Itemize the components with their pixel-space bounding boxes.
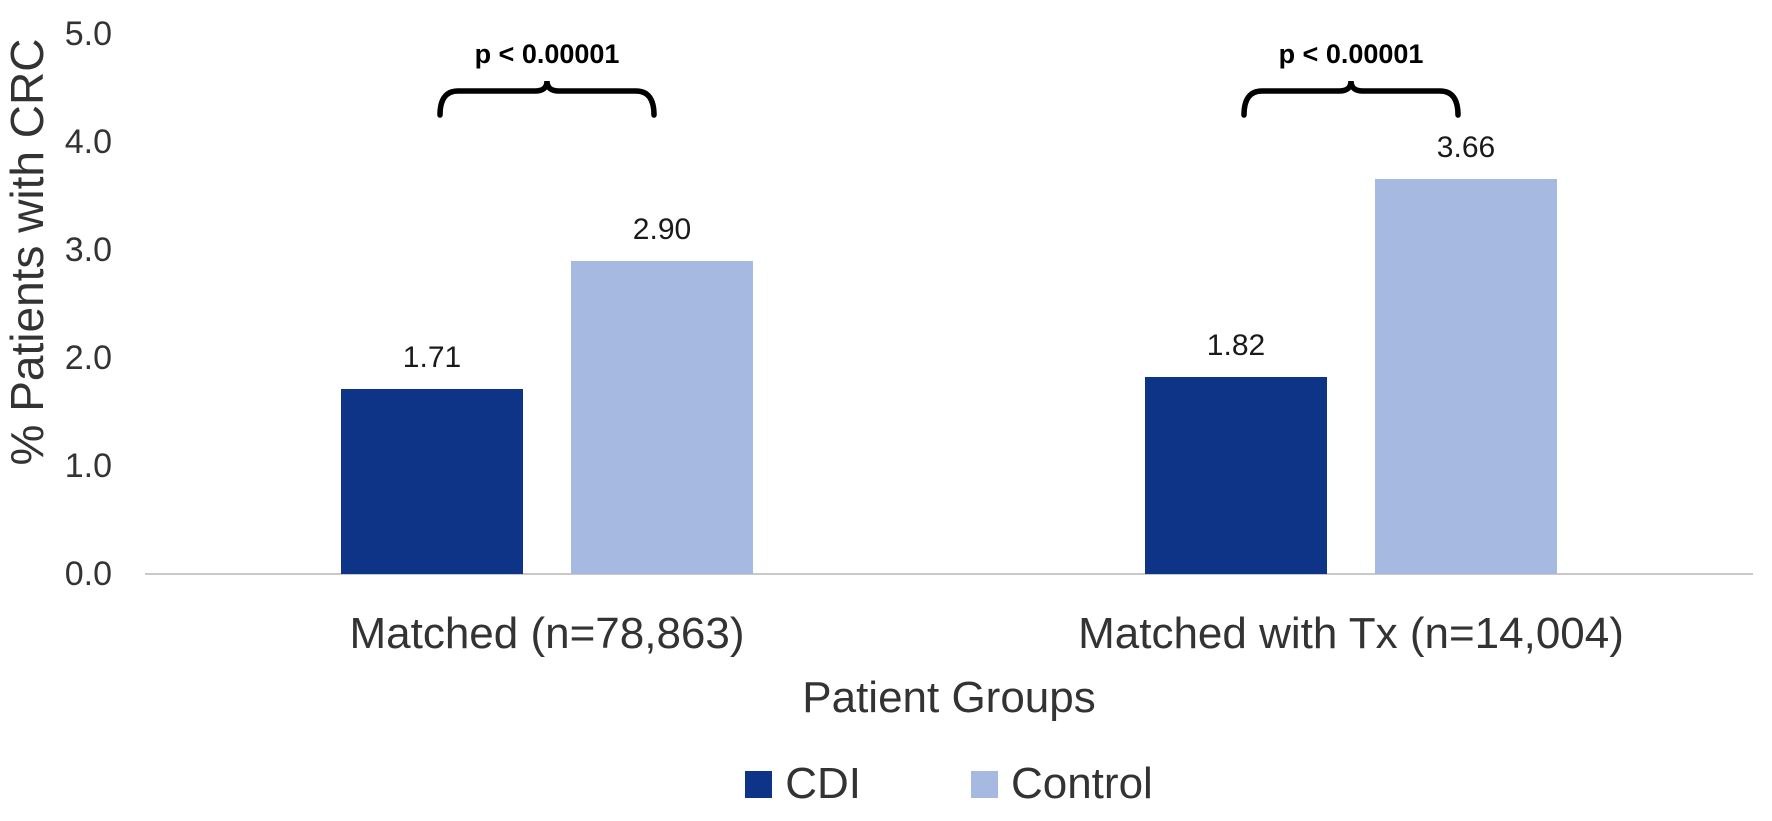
bar-value-label: 1.82: [1206, 329, 1266, 363]
significance-bracket: [1240, 78, 1462, 118]
legend-item-control: Control: [970, 759, 1153, 808]
bar-value-label: 3.66: [1436, 130, 1496, 164]
legend: CDI Control: [145, 758, 1753, 810]
significance-bracket: [436, 78, 658, 118]
p-value-label: p < 0.00001: [1278, 39, 1424, 69]
y-tick-label: 5.0: [64, 15, 112, 53]
legend-label-control: Control: [1010, 759, 1153, 808]
x-axis-title: Patient Groups: [802, 673, 1096, 722]
y-tick-label: 2.0: [64, 339, 112, 377]
category-label-0: Matched (n=78,863): [349, 609, 745, 658]
x-axis-line: [145, 573, 1753, 575]
p-value-label: p < 0.00001: [474, 39, 620, 69]
y-tick-label: 0.0: [64, 555, 112, 593]
bar-value-label: 2.90: [632, 212, 692, 246]
bar-control-1: [1375, 178, 1557, 574]
legend-swatch-cdi: [745, 770, 773, 798]
bar-cdi-0: [341, 389, 523, 574]
legend-swatch-control: [970, 770, 998, 798]
bar-cdi-1: [1145, 377, 1327, 574]
y-tick-label: 1.0: [64, 447, 112, 485]
category-label-1: Matched with Tx (n=14,004): [1078, 609, 1624, 658]
bar-value-label: 1.71: [402, 341, 462, 375]
y-tick-label: 3.0: [64, 231, 112, 269]
bar-control-0: [571, 260, 753, 574]
y-tick-label: 4.0: [64, 123, 112, 161]
legend-label-cdi: CDI: [785, 759, 861, 808]
legend-item-cdi: CDI: [745, 762, 861, 806]
